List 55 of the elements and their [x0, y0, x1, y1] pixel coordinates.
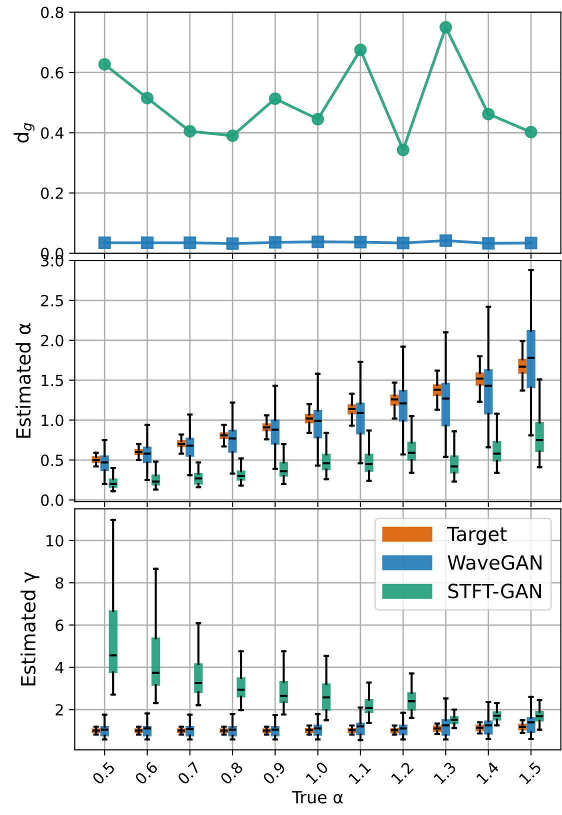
y-tick-label: 8 [56, 577, 64, 589]
x-tick-label: 0.6 [134, 761, 158, 786]
y-tick-label: 2 [56, 704, 63, 716]
x-tick-label: 0.5 [92, 761, 116, 786]
legend-label: Target [447, 526, 507, 546]
point [312, 112, 324, 126]
x-tick-label: 0.8 [220, 761, 244, 786]
y-tick-label: 0.0 [41, 494, 64, 506]
x-tick-label: 1.5 [518, 761, 542, 785]
point [268, 92, 282, 105]
point [184, 236, 196, 249]
y-tick-label: 10 [46, 534, 64, 546]
y-tick-label: 2.0 [41, 334, 64, 346]
point [98, 236, 111, 249]
point [524, 236, 538, 250]
point [354, 44, 367, 56]
point [312, 236, 324, 248]
point [140, 92, 154, 104]
point [439, 234, 452, 247]
point [268, 236, 282, 249]
y-tick-label: 1.5 [42, 374, 63, 386]
point [140, 236, 154, 249]
point [396, 236, 410, 250]
point [482, 108, 495, 120]
point [482, 237, 495, 250]
y-tick-label: 4 [55, 662, 64, 674]
y-axis-title: d$_{g}$ [14, 122, 34, 143]
legend-label: STFT-GAN [448, 584, 541, 598]
legend-label: WaveGAN [448, 555, 542, 570]
x-tick-label: 1.1 [348, 762, 372, 784]
point [354, 236, 367, 248]
point [98, 58, 111, 71]
x-tick-label: 1.0 [305, 761, 329, 785]
y-tick-label: 0.2 [41, 187, 63, 200]
point [524, 126, 538, 138]
y-tick-label: 0.8 [41, 6, 64, 18]
x-tick-label: 1.3 [433, 761, 457, 785]
y-tick-label: 0.5 [41, 454, 63, 466]
point [226, 130, 239, 142]
point [439, 21, 452, 34]
point [184, 124, 196, 138]
y-tick-label: 6 [56, 620, 64, 632]
x-tick-label: 1.4 [476, 761, 500, 784]
y-tick-label: 0.6 [41, 66, 64, 79]
y-axis-title: Estimated α [16, 323, 31, 438]
y-tick-label: 1.0 [42, 414, 64, 426]
point [226, 237, 239, 250]
y-axis-title: Estimated γ [20, 572, 40, 686]
x-tick-label: 0.9 [262, 761, 286, 786]
y-tick-label: 2.5 [41, 294, 63, 306]
y-tick-label: 0.4 [41, 127, 64, 139]
x-axis-title: True α [292, 791, 343, 804]
x-tick-label: 1.2 [390, 761, 414, 784]
point [396, 144, 410, 156]
x-tick-label: 0.7 [176, 761, 201, 786]
